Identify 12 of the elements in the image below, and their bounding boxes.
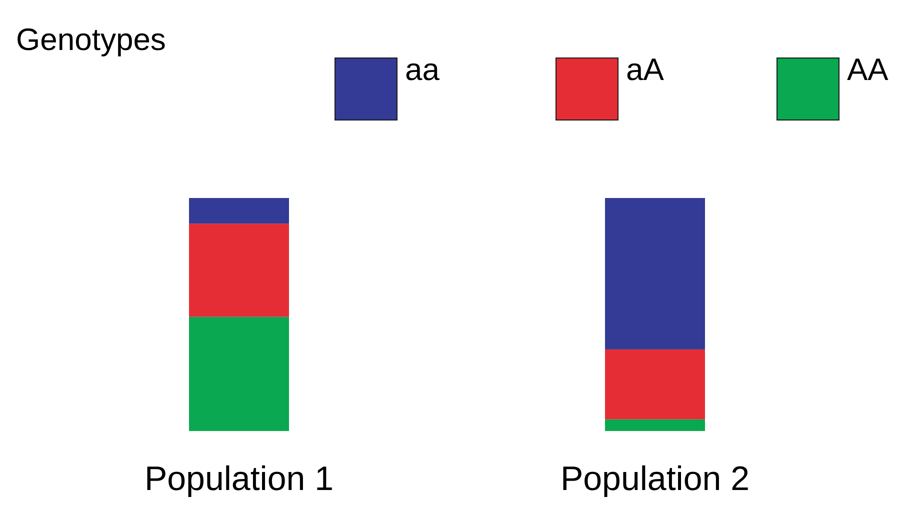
legend-label: AA <box>847 52 889 87</box>
bar <box>189 198 289 224</box>
bar <box>605 198 705 350</box>
x-tick-label: Population 1 <box>144 460 334 498</box>
bar <box>605 419 705 431</box>
legend-label: aa <box>405 52 440 87</box>
x-tick-label: Population 2 <box>560 460 750 498</box>
legend-label: aA <box>626 52 664 87</box>
legend-title: Genotypes <box>16 22 166 57</box>
bar <box>605 349 705 420</box>
bar <box>189 316 289 431</box>
bar <box>189 224 289 317</box>
